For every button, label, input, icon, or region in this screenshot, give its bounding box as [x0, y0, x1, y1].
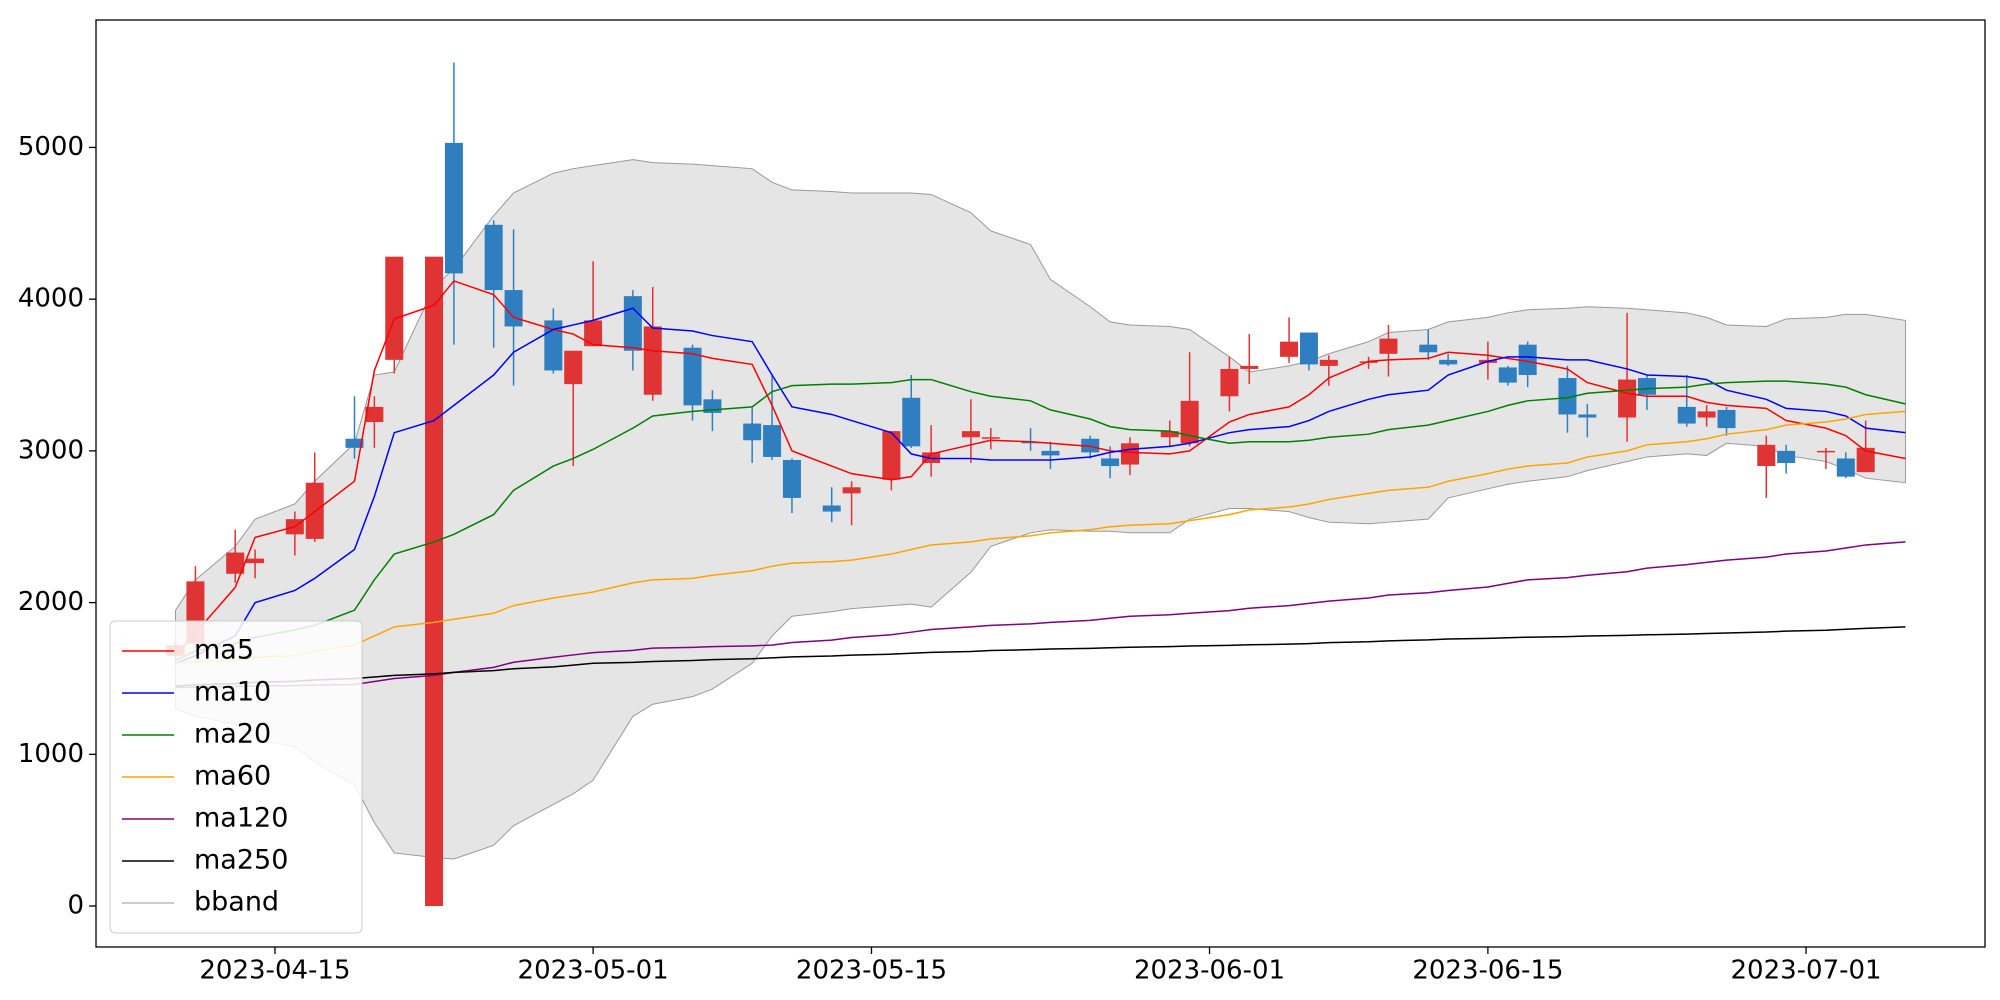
- candle-body: [1419, 344, 1438, 353]
- candle-body: [1836, 458, 1855, 477]
- candle-body: [226, 552, 245, 574]
- candle-body: [246, 558, 265, 564]
- candle-body: [1757, 444, 1776, 467]
- x-tick-label: 2023-06-15: [1412, 956, 1563, 986]
- y-tick-label: 3000: [18, 435, 84, 465]
- candle-body: [623, 296, 642, 351]
- ma-line: [175, 378, 1906, 661]
- x-tick-label: 2023-04-15: [199, 956, 350, 986]
- x-tick-label: 2023-06-01: [1134, 956, 1285, 986]
- candle-body: [822, 505, 841, 512]
- candle-body: [1240, 365, 1259, 369]
- candle-body: [1280, 341, 1299, 357]
- legend: ma5 ma10 ma20 ma60 ma120 ma250 bband: [109, 620, 363, 934]
- y-tick-label: 1000: [18, 739, 84, 769]
- candle-body: [1816, 450, 1835, 453]
- candle-body: [882, 431, 901, 480]
- candle-body: [763, 425, 782, 457]
- candle-body: [1558, 378, 1577, 415]
- x-tick-label: 2023-05-15: [796, 956, 947, 986]
- candle-body: [1498, 367, 1517, 383]
- candle-body: [782, 459, 801, 498]
- candle-body: [1041, 450, 1060, 456]
- candle-body: [1120, 443, 1139, 465]
- ma-line: [175, 307, 1906, 664]
- plot-area: [166, 62, 1906, 907]
- candle-body: [1578, 414, 1597, 418]
- candle-body: [584, 320, 603, 347]
- candle-body: [385, 256, 404, 360]
- candle-body: [1637, 378, 1656, 395]
- ma-line: [174, 280, 1906, 657]
- candle-body: [1618, 379, 1637, 418]
- legend-label: ma20: [194, 719, 271, 750]
- candle-body: [1101, 458, 1120, 467]
- candle-body: [365, 406, 384, 423]
- candle-body: [643, 326, 662, 395]
- candle-body: [743, 423, 762, 441]
- y-tick-label: 0: [67, 891, 84, 921]
- candle-body: [1180, 400, 1199, 444]
- legend-label: bband: [194, 887, 279, 918]
- candle-body: [425, 256, 444, 907]
- candle-body: [683, 347, 702, 406]
- candle-body: [842, 487, 861, 494]
- plot-frame: [95, 19, 1986, 948]
- legend-label: ma10: [194, 677, 271, 708]
- ma-line: [175, 626, 1906, 687]
- x-tick-label: 2023-07-01: [1730, 956, 1881, 986]
- candle-body: [1021, 441, 1040, 444]
- candle-body: [564, 350, 583, 385]
- y-tick-label: 2000: [18, 587, 84, 617]
- candle-body: [961, 431, 980, 438]
- candle-body: [1518, 344, 1537, 376]
- candle-body: [504, 290, 523, 327]
- candle-body: [345, 438, 364, 448]
- x-tick-label: 2023-05-01: [518, 956, 669, 986]
- candle-body: [1856, 447, 1875, 473]
- candle-body: [1379, 338, 1398, 354]
- candle-body: [1777, 450, 1796, 464]
- candle-body: [484, 224, 503, 291]
- legend-label: ma120: [194, 803, 288, 834]
- candle-body: [444, 142, 463, 274]
- candle-body: [1299, 332, 1318, 365]
- candle-body: [1160, 431, 1179, 438]
- candle-body: [1220, 368, 1239, 397]
- ma-line: [175, 410, 1906, 665]
- candle-body: [1081, 438, 1100, 453]
- candle-body: [1717, 409, 1736, 429]
- candle-body: [1319, 359, 1338, 366]
- candle-body: [1677, 406, 1696, 424]
- candle-body: [1439, 359, 1458, 365]
- legend-label: ma5: [194, 635, 254, 666]
- y-tick-label: 4000: [18, 284, 84, 314]
- y-tick-label: 5000: [18, 132, 84, 162]
- bollinger-band: [175, 159, 1906, 860]
- candle-body: [1697, 411, 1716, 418]
- legend-box: [109, 620, 363, 934]
- legend-label: ma60: [194, 761, 271, 792]
- candle-body: [902, 397, 921, 447]
- candle-body: [981, 437, 1000, 439]
- legend-label: ma250: [194, 845, 288, 876]
